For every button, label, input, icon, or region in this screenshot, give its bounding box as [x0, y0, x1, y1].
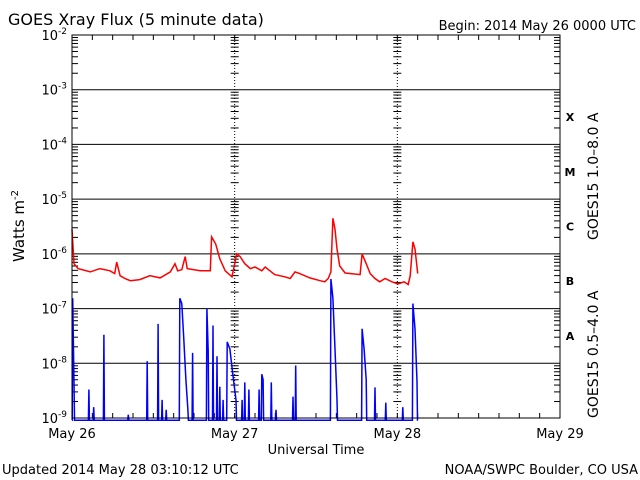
flare-class-label: X — [566, 111, 575, 124]
x-tick-label: May 26 — [48, 427, 96, 442]
updated-timestamp: Updated 2014 May 28 03:10:12 UTC — [2, 463, 239, 478]
credit: NOAA/SWPC Boulder, CO USA — [445, 463, 638, 478]
flare-class-label: M — [565, 166, 576, 179]
y-tick-exponent: -4 — [58, 136, 67, 146]
y-tick-base: 10 — [41, 357, 58, 372]
y-tick-exponent: -2 — [58, 27, 67, 37]
y-tick-label: 10-2 — [41, 27, 67, 44]
legend-short-channel: GOES15 0.5–4.0 A — [586, 290, 602, 418]
x-tick-label: May 29 — [536, 427, 584, 442]
y-tick-base: 10 — [41, 84, 58, 99]
y-tick-base: 10 — [41, 138, 58, 153]
y-tick-label: 10-8 — [41, 355, 67, 372]
flare-class-label: A — [566, 330, 575, 343]
y-tick-exponent: -7 — [58, 301, 67, 311]
y-axis-label-text: Watts m — [10, 200, 28, 262]
y-tick-base: 10 — [41, 29, 58, 44]
flare-class-labels: X M C B A — [565, 111, 576, 343]
y-tick-label: 10-7 — [41, 301, 67, 318]
y-tick-exponent: -5 — [58, 191, 67, 201]
y-tick-base: 10 — [41, 193, 58, 208]
y-tick-label: 10-3 — [41, 82, 67, 99]
flare-class-label: C — [566, 221, 574, 234]
y-axis-label-sup: -2 — [10, 190, 21, 200]
y-tick-base: 10 — [41, 303, 58, 318]
legend-long-channel: GOES15 1.0–8.0 A — [586, 112, 602, 240]
x-axis-label: Universal Time — [268, 443, 365, 458]
y-tick-exponent: -6 — [58, 246, 67, 256]
series-short-channel-line — [71, 278, 419, 421]
plot-frame — [71, 34, 561, 419]
series-lines — [71, 218, 419, 421]
x-tick-label: May 28 — [374, 427, 422, 442]
axis-ticks — [72, 35, 560, 418]
y-tick-base: 10 — [41, 412, 58, 427]
y-tick-label: 10-5 — [41, 191, 67, 208]
series-long-channel-line — [71, 218, 419, 286]
y-tick-exponent: -8 — [58, 355, 67, 365]
y-tick-labels: 10-210-310-410-510-610-710-810-9 — [41, 27, 67, 427]
y-axis-label: Watts m-2 — [10, 190, 28, 262]
y-tick-base: 10 — [41, 248, 58, 263]
chart-title: GOES Xray Flux (5 minute data) — [8, 10, 264, 29]
flare-class-label: B — [566, 275, 574, 288]
y-tick-exponent: -3 — [58, 82, 67, 92]
y-tick-label: 10-6 — [41, 246, 67, 263]
begin-label: Begin: 2014 May 26 0000 UTC — [439, 19, 636, 34]
x-tick-label: May 27 — [211, 427, 259, 442]
y-tick-label: 10-9 — [41, 410, 67, 427]
y-tick-exponent: -9 — [58, 410, 67, 420]
y-tick-label: 10-4 — [41, 136, 67, 153]
x-tick-labels: May 26 May 27 May 28 May 29 — [48, 427, 584, 442]
grid — [72, 34, 560, 419]
